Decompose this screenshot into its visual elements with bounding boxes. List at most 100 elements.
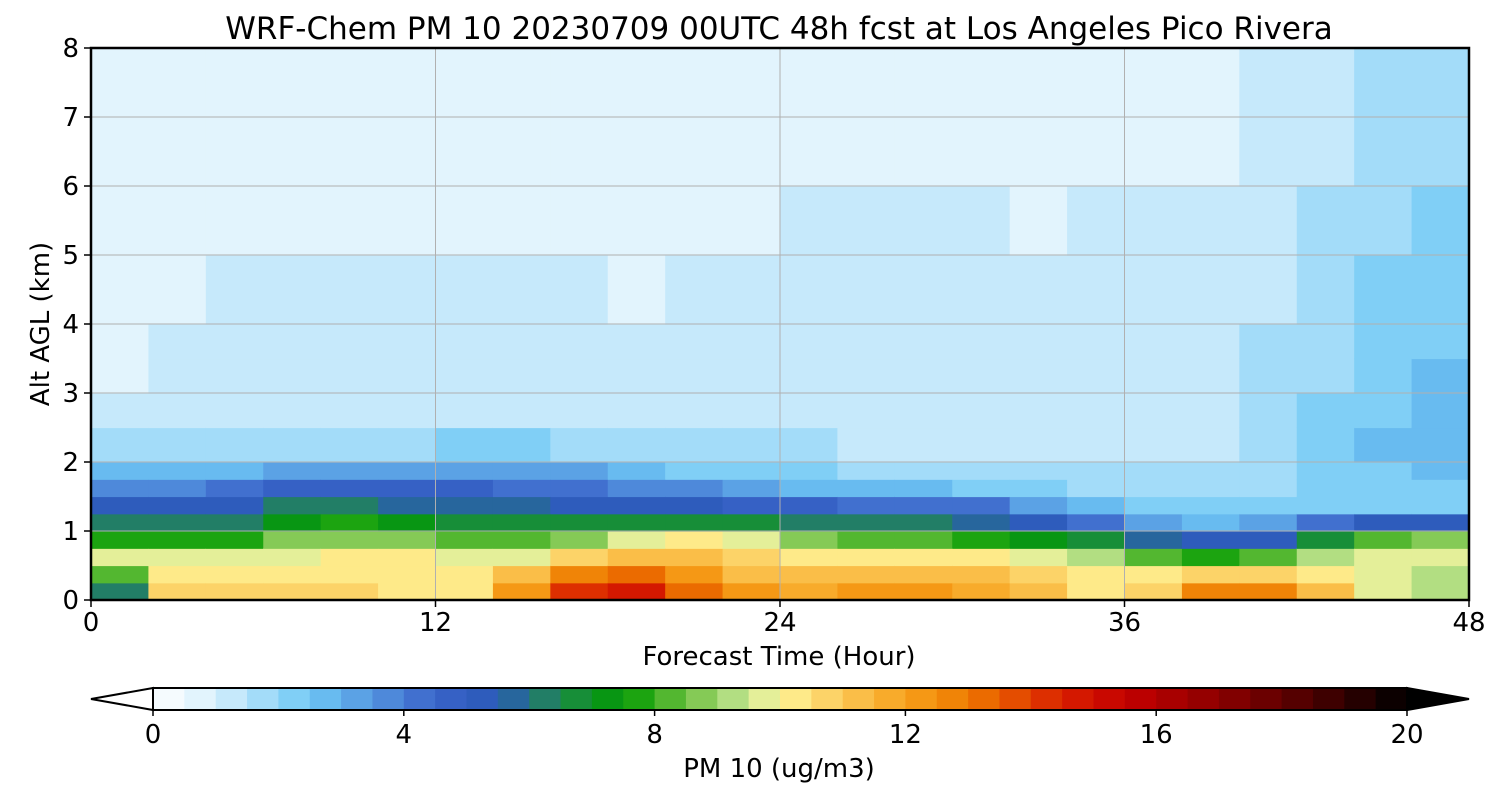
heatmap-cell xyxy=(492,358,551,394)
heatmap-cell xyxy=(91,496,150,515)
colorbar-swatch xyxy=(153,688,185,710)
colorbar-swatch xyxy=(748,688,781,710)
heatmap-cell xyxy=(607,582,666,600)
colorbar-swatch xyxy=(215,688,248,710)
heatmap-cell xyxy=(492,393,551,429)
heatmap-cell xyxy=(952,358,1011,394)
heatmap-cell xyxy=(263,117,322,187)
heatmap-cell xyxy=(378,462,437,480)
heatmap-cell xyxy=(1009,324,1068,360)
heatmap-cell xyxy=(550,117,609,187)
heatmap-cell xyxy=(320,479,379,498)
heatmap-cell xyxy=(550,358,609,394)
heatmap-cell xyxy=(607,324,666,360)
heatmap-cells xyxy=(91,48,1469,600)
heatmap-cell xyxy=(492,496,551,515)
colorbar-swatch xyxy=(717,688,750,710)
heatmap-cell xyxy=(263,548,322,567)
heatmap-cell xyxy=(722,186,781,256)
heatmap-cell xyxy=(91,531,150,549)
heatmap-cell xyxy=(1009,582,1068,600)
heatmap-cell xyxy=(722,255,781,325)
heatmap-cell xyxy=(550,479,609,498)
heatmap-cell xyxy=(1009,565,1068,584)
colorbar-tick-label: 16 xyxy=(1140,720,1173,750)
heatmap-cell xyxy=(263,582,322,600)
heatmap-cell xyxy=(1411,186,1469,256)
heatmap-cell xyxy=(550,582,609,600)
heatmap-cell xyxy=(263,479,322,498)
heatmap-cell xyxy=(1239,186,1298,256)
heatmap-cell xyxy=(1124,186,1183,256)
colorbar-swatch xyxy=(372,688,405,710)
colorbar-swatch xyxy=(999,688,1032,710)
heatmap-cell xyxy=(1067,582,1126,600)
heatmap-cell xyxy=(320,255,379,325)
colorbar-swatch xyxy=(278,688,311,710)
y-tick-label: 1 xyxy=(62,517,79,547)
heatmap-cell xyxy=(607,531,666,549)
heatmap-cell xyxy=(1181,548,1240,567)
heatmap-cell xyxy=(1354,186,1413,256)
heatmap-cell xyxy=(1181,48,1240,118)
heatmap-cell xyxy=(1354,255,1413,325)
heatmap-cell xyxy=(1354,393,1413,429)
heatmap-cell xyxy=(780,427,839,463)
heatmap-cell xyxy=(263,462,322,480)
heatmap-cell xyxy=(550,565,609,584)
heatmap-cell xyxy=(665,479,724,498)
heatmap-cell xyxy=(1124,582,1183,600)
heatmap-cell xyxy=(1354,427,1413,463)
heatmap-cell xyxy=(1067,324,1126,360)
heatmap-cell xyxy=(378,513,437,532)
heatmap-cell xyxy=(722,48,781,118)
heatmap-cell xyxy=(1296,186,1355,256)
heatmap-cell xyxy=(1009,393,1068,429)
heatmap-cell xyxy=(894,255,953,325)
heatmap-cell xyxy=(780,324,839,360)
heatmap-cell xyxy=(148,186,207,256)
heatmap-cell xyxy=(1181,479,1240,498)
heatmap-cell xyxy=(148,479,207,498)
heatmap-cell xyxy=(435,496,494,515)
heatmap-cell xyxy=(1067,117,1126,187)
heatmap-cell xyxy=(1067,48,1126,118)
heatmap-cell xyxy=(1009,427,1068,463)
y-tick-label: 0 xyxy=(62,586,79,616)
colorbar-tick-label: 8 xyxy=(646,720,663,750)
heatmap-cell xyxy=(550,462,609,480)
x-axis: 0 12 24 36 48 xyxy=(83,600,1486,638)
heatmap-cell xyxy=(148,531,207,549)
heatmap-cell xyxy=(205,513,264,532)
heatmap-cell xyxy=(722,582,781,600)
heatmap-cell xyxy=(894,531,953,549)
heatmap-cell xyxy=(894,117,953,187)
heatmap-cell xyxy=(320,548,379,567)
heatmap-cell xyxy=(607,548,666,567)
heatmap-cell xyxy=(894,324,953,360)
heatmap-cell xyxy=(492,255,551,325)
heatmap-cell xyxy=(1296,531,1355,549)
heatmap-cell xyxy=(952,462,1011,480)
heatmap-cell xyxy=(1296,582,1355,600)
heatmap-cell xyxy=(607,358,666,394)
heatmap-cell xyxy=(1411,358,1469,394)
heatmap-cell xyxy=(780,513,839,532)
heatmap-cell xyxy=(780,48,839,118)
colorbar-swatch xyxy=(1124,688,1157,710)
heatmap-cell xyxy=(1124,496,1183,515)
heatmap-cell xyxy=(205,462,264,480)
heatmap-cell xyxy=(894,513,953,532)
colorbar-swatch xyxy=(309,688,342,710)
heatmap-cell xyxy=(378,48,437,118)
heatmap-cell xyxy=(837,479,896,498)
heatmap-cell xyxy=(1181,393,1240,429)
heatmap-cell xyxy=(780,479,839,498)
heatmap-cell xyxy=(1009,117,1068,187)
heatmap-cell xyxy=(1411,513,1469,532)
heatmap-cell xyxy=(378,255,437,325)
heatmap-cell xyxy=(320,393,379,429)
heatmap-cell xyxy=(435,462,494,480)
heatmap-cell xyxy=(837,393,896,429)
colorbar-swatch xyxy=(247,688,279,710)
